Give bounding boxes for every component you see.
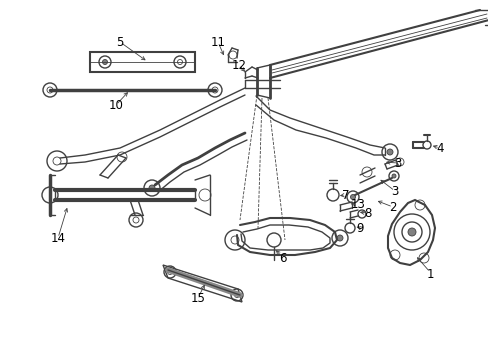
Circle shape	[407, 228, 415, 236]
Circle shape	[386, 149, 392, 155]
Circle shape	[391, 174, 395, 178]
Text: 12: 12	[231, 59, 246, 72]
Text: 15: 15	[190, 292, 205, 305]
Text: 14: 14	[50, 231, 65, 244]
Text: 7: 7	[342, 189, 349, 202]
Text: 13: 13	[350, 198, 365, 211]
Text: 5: 5	[116, 36, 123, 49]
Text: 3: 3	[390, 185, 398, 198]
Circle shape	[336, 235, 342, 241]
Text: 11: 11	[210, 36, 225, 49]
Circle shape	[149, 185, 155, 191]
Text: 9: 9	[356, 221, 363, 234]
Text: 3: 3	[393, 157, 401, 170]
Text: 1: 1	[426, 269, 433, 282]
Text: 2: 2	[388, 201, 396, 213]
Text: 6: 6	[279, 252, 286, 265]
Circle shape	[102, 59, 107, 64]
Text: 10: 10	[108, 99, 123, 112]
Text: 8: 8	[364, 207, 371, 220]
Text: 4: 4	[435, 141, 443, 154]
Circle shape	[350, 194, 355, 199]
